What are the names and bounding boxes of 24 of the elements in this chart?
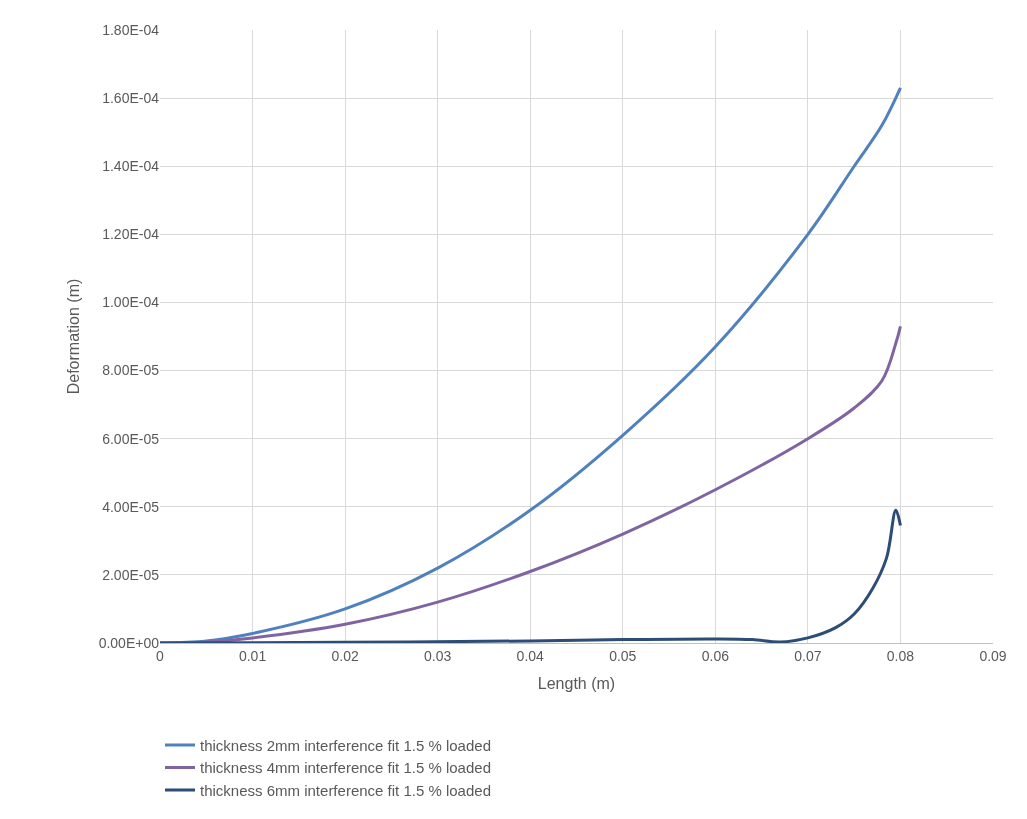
y-tick-label: 1.20E-04: [102, 226, 160, 243]
x-tick-label: 0.06: [701, 647, 730, 664]
x-tick-label: 0.05: [609, 647, 637, 664]
x-tick-label: 0.08: [886, 647, 915, 664]
y-tick-label: 1.40E-04: [102, 158, 160, 175]
y-tick-label: 1.80E-04: [102, 21, 160, 38]
y-tick-label: 8.00E-05: [102, 362, 160, 379]
y-tick-label: 2.00E-05: [102, 566, 160, 583]
legend-label: thickness 4mm interference fit 1.5 % loaded: [200, 759, 491, 777]
legend-label: thickness 2mm interference fit 1.5 % loaded: [200, 736, 491, 754]
y-axis-title: Deformation (m): [64, 278, 82, 395]
legend-label: thickness 6mm interference fit 1.5 % loaded: [200, 781, 491, 799]
x-tick-label: 0.03: [424, 647, 452, 664]
y-tick-label: 1.00E-04: [102, 294, 160, 311]
x-tick-label: 0.04: [516, 647, 545, 664]
line-series: [160, 508, 902, 643]
x-tick-label: 0.09: [979, 647, 1007, 664]
y-tick-label: 6.00E-05: [102, 430, 160, 447]
y-tick-label: 4.00E-05: [102, 498, 160, 515]
x-tick-label: 0.02: [331, 647, 359, 664]
x-axis-title: Length (m): [537, 675, 616, 693]
x-tick-label: 0.01: [238, 647, 267, 664]
x-tick-label: 0.07: [794, 647, 822, 664]
y-tick-label: 1.60E-04: [102, 90, 160, 107]
